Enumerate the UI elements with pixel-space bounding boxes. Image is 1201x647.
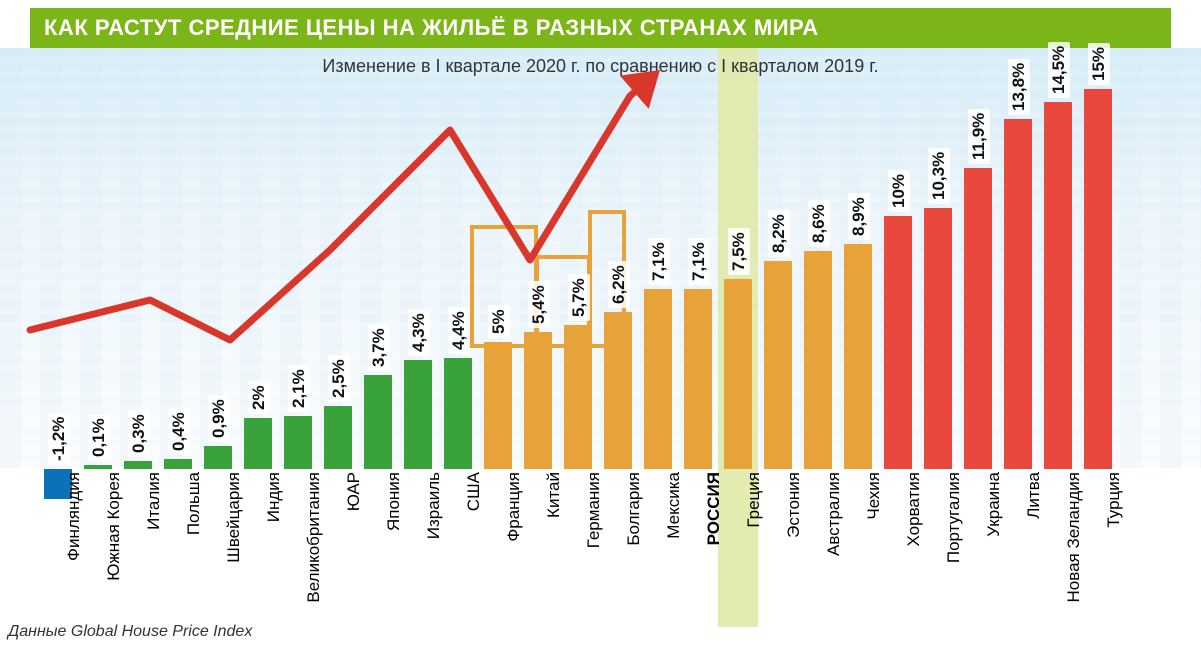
bar-21 bbox=[884, 216, 912, 469]
bar-value-7: 2,5% bbox=[328, 355, 350, 402]
country-label-26: Турция bbox=[1104, 472, 1124, 528]
bar-25 bbox=[1044, 102, 1072, 469]
source-text: Данные Global House Price Index bbox=[8, 623, 252, 641]
bar-8 bbox=[364, 375, 392, 469]
bar-17 bbox=[724, 279, 752, 469]
country-label-14: Болгария bbox=[624, 472, 644, 546]
country-label-18: Эстония bbox=[784, 472, 804, 538]
bar-value-15: 7,1% bbox=[648, 238, 670, 285]
country-label-10: США bbox=[464, 472, 484, 511]
bar-24 bbox=[1004, 119, 1032, 469]
bar-10 bbox=[444, 358, 472, 469]
bar-value-9: 4,3% bbox=[408, 309, 430, 356]
bar-value-6: 2,1% bbox=[288, 365, 310, 412]
bar-value-8: 3,7% bbox=[368, 325, 390, 372]
bar-23 bbox=[964, 168, 992, 469]
bar-value-4: 0,9% bbox=[208, 395, 230, 442]
bar-2 bbox=[124, 461, 152, 469]
bar-value-2: 0,3% bbox=[128, 411, 150, 458]
country-label-12: Китай bbox=[544, 472, 564, 518]
country-label-19: Австралия bbox=[824, 472, 844, 556]
bar-18 bbox=[764, 261, 792, 469]
country-label-5: Индия bbox=[264, 472, 284, 522]
bar-value-26: 15% bbox=[1088, 43, 1110, 85]
bar-7 bbox=[324, 406, 352, 469]
country-label-1: Южная Корея bbox=[104, 472, 124, 581]
bar-6 bbox=[284, 416, 312, 469]
bar-5 bbox=[244, 418, 272, 469]
bar-value-1: 0,1% bbox=[88, 414, 110, 461]
country-label-7: ЮАР bbox=[344, 472, 364, 511]
bar-value-25: 14,5% bbox=[1048, 41, 1070, 97]
bar-value-0: -1,2% bbox=[48, 413, 70, 465]
bar-value-3: 0,4% bbox=[168, 408, 190, 455]
bar-value-17: 7,5% bbox=[728, 228, 750, 275]
bar-value-5: 2% bbox=[248, 382, 270, 415]
bar-value-21: 10% bbox=[888, 170, 910, 212]
bar-value-14: 6,2% bbox=[608, 261, 630, 308]
bar-22 bbox=[924, 208, 952, 469]
country-label-0: Финляндия bbox=[64, 472, 84, 561]
country-label-13: Германия bbox=[584, 472, 604, 548]
bar-chart: -1,2%Финляндия0,1%Южная Корея0,3%Италия0… bbox=[0, 0, 1201, 647]
country-label-6: Великобритания bbox=[304, 472, 324, 603]
bar-value-22: 10,3% bbox=[928, 148, 950, 204]
country-label-16: РОССИЯ bbox=[704, 472, 724, 545]
bar-14 bbox=[604, 312, 632, 469]
bar-26 bbox=[1084, 89, 1112, 469]
country-label-15: Мексика bbox=[664, 472, 684, 539]
country-label-25: Новая Зеландия bbox=[1064, 472, 1084, 603]
country-label-20: Чехия bbox=[864, 472, 884, 520]
country-label-9: Израиль bbox=[424, 472, 444, 539]
bar-value-10: 4,4% bbox=[448, 307, 470, 354]
bar-15 bbox=[644, 289, 672, 469]
bar-3 bbox=[164, 459, 192, 469]
infographic-root: КАК РАСТУТ СРЕДНИЕ ЦЕНЫ НА ЖИЛЬЁ В РАЗНЫ… bbox=[0, 0, 1201, 647]
bar-4 bbox=[204, 446, 232, 469]
bar-value-12: 5,4% bbox=[528, 281, 550, 328]
country-label-8: Япония bbox=[384, 472, 404, 531]
country-label-11: Франция bbox=[504, 472, 524, 542]
country-label-17: Греция bbox=[744, 472, 764, 528]
bar-value-20: 8,9% bbox=[848, 193, 870, 240]
bar-1 bbox=[84, 465, 112, 469]
country-label-2: Италия bbox=[144, 472, 164, 530]
bar-value-13: 5,7% bbox=[568, 274, 590, 321]
bar-16 bbox=[684, 289, 712, 469]
country-label-3: Польша bbox=[184, 472, 204, 535]
country-label-24: Литва bbox=[1024, 472, 1044, 519]
bar-13 bbox=[564, 325, 592, 469]
bar-12 bbox=[524, 332, 552, 469]
bar-value-24: 13,8% bbox=[1008, 59, 1030, 115]
bar-11 bbox=[484, 342, 512, 469]
bar-value-11: 5% bbox=[488, 306, 510, 339]
bar-value-23: 11,9% bbox=[968, 108, 990, 163]
bar-19 bbox=[804, 251, 832, 469]
bar-value-16: 7,1% bbox=[688, 238, 710, 285]
country-label-4: Швейцария bbox=[224, 472, 244, 563]
country-label-21: Хорватия bbox=[904, 472, 924, 546]
country-label-23: Украина bbox=[984, 472, 1004, 537]
bar-9 bbox=[404, 360, 432, 469]
bar-value-19: 8,6% bbox=[808, 200, 830, 247]
bar-value-18: 8,2% bbox=[768, 211, 790, 258]
bar-20 bbox=[844, 244, 872, 469]
country-label-22: Португалия bbox=[944, 472, 964, 563]
